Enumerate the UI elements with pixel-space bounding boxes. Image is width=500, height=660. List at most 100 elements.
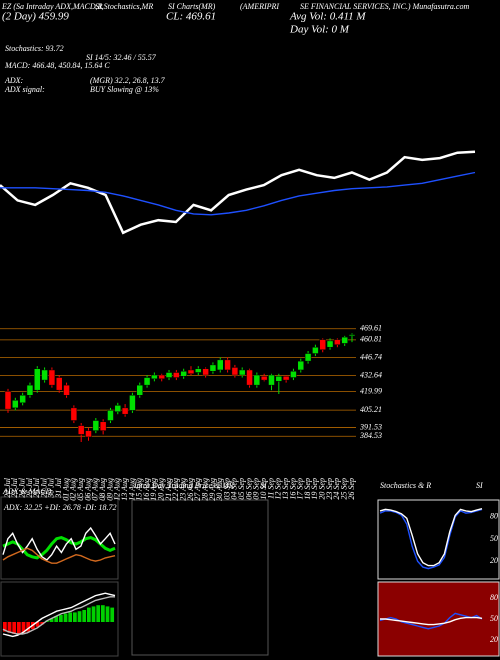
x-tick-label: 16 Sep	[288, 478, 297, 500]
candle-body	[260, 376, 268, 381]
y-tick-label: 405.21	[360, 405, 382, 414]
histogram-bar	[77, 611, 82, 622]
candle-body	[297, 360, 305, 371]
candle-body	[63, 384, 70, 396]
candle-body	[195, 368, 202, 373]
panel-title: ADX & MACD	[2, 487, 52, 496]
candle-body	[12, 400, 19, 409]
x-tick-label: 02 Aug	[69, 478, 78, 501]
y-tick-label: 419.99	[360, 386, 382, 395]
panel-frame	[377, 499, 500, 580]
x-tick-label: 19 Aug	[149, 478, 158, 501]
x-tick-label: 26 Sep	[347, 478, 356, 500]
candle-body	[136, 384, 143, 396]
x-tick-label: 12 Aug	[113, 478, 122, 501]
y-tick-label: 20	[490, 556, 498, 565]
candle-body	[275, 376, 283, 382]
y-tick-label: 446.74	[360, 352, 382, 361]
candle-body	[41, 369, 48, 381]
candle-body	[224, 359, 231, 371]
candle-body	[246, 369, 253, 386]
candle-body	[326, 340, 334, 348]
x-tick-label: 03 Sep	[222, 478, 231, 500]
histogram-bar	[82, 610, 87, 622]
x-tick-label: 05 Aug	[76, 478, 85, 501]
x-tick-label: 10 Sep	[259, 478, 268, 500]
x-tick-label: 07 Aug	[91, 478, 100, 501]
candle-body	[290, 370, 297, 378]
x-tick-label: 13 Aug	[120, 478, 129, 501]
candle-body	[85, 430, 92, 438]
x-tick-label: 18 Sep	[303, 478, 312, 500]
x-tick-label: 30 Aug	[215, 478, 224, 502]
x-tick-label: 27 Aug	[193, 478, 202, 501]
candle-body	[319, 339, 326, 350]
histogram-bar	[49, 618, 54, 622]
header-text: ADX:	[4, 76, 24, 85]
x-tick-label: 23 Aug	[178, 478, 187, 501]
candle-body	[129, 394, 136, 411]
x-tick-label: 12 Sep	[274, 478, 283, 500]
header-text: Avg Vol: 0.411 M	[289, 11, 366, 23]
header-text: EZ (Sa Intraday ADX,MACD,R	[1, 2, 103, 11]
header-text: Day Vol: 0 M	[289, 24, 350, 36]
x-tick-label: 11 Sep	[266, 478, 275, 499]
candle-body	[114, 405, 122, 412]
histogram-bar	[59, 614, 63, 622]
y-tick-label: 432.64	[360, 370, 382, 379]
candle-body	[99, 421, 107, 431]
x-tick-label: 04 Sep	[230, 478, 239, 500]
candle-body	[4, 391, 12, 410]
x-tick-label: 24 Jul	[17, 477, 26, 498]
panel-title: SI	[476, 481, 483, 490]
panel-frame	[0, 581, 119, 657]
x-tick-label: 06 Sep	[244, 478, 253, 500]
candle-body	[165, 372, 173, 378]
candle-body	[48, 369, 56, 386]
candle-body	[77, 425, 85, 435]
header-text: (2 Day) 459.99	[2, 11, 69, 23]
candle-body	[19, 394, 26, 404]
header-text: SI,Stochastics,MR	[95, 2, 153, 11]
x-tick-label: 31 Jul	[54, 477, 63, 499]
candle-body	[34, 368, 41, 391]
header-text: SI 14/5: 32.46 / 55.57	[86, 53, 157, 62]
series-line	[379, 508, 483, 567]
candle-body	[268, 374, 275, 386]
y-tick-label: 391.53	[359, 422, 382, 431]
candle-body	[143, 377, 151, 386]
header-text: SI Charts(MR)	[168, 2, 216, 11]
candle-body	[312, 346, 319, 354]
series-line	[0, 171, 476, 216]
candle-body	[26, 384, 34, 396]
candle-body	[282, 376, 290, 381]
panel-subtitle: ADX: 32.25 +DI: 26.78 -DI: 18.72	[3, 503, 117, 512]
panel-frame	[131, 499, 269, 656]
histogram-bar	[87, 607, 91, 622]
x-tick-label: 09 Sep	[252, 478, 261, 500]
histogram-bar	[68, 612, 73, 622]
candle-body	[70, 407, 78, 421]
panel-frame	[0, 496, 119, 580]
series-line	[379, 508, 483, 570]
series-line	[379, 612, 483, 630]
y-tick-label: 384.53	[359, 431, 382, 440]
series-line	[2, 547, 116, 564]
x-tick-label: 01 Aug	[61, 478, 70, 501]
x-tick-label: 20 Sep	[318, 478, 327, 500]
header-text: ADX signal:	[4, 85, 45, 94]
x-tick-label: 17 Sep	[296, 478, 305, 500]
histogram-bar	[110, 607, 115, 622]
x-tick-label: 08 Aug	[98, 478, 107, 501]
candle-body	[253, 374, 261, 386]
x-tick-label: 25 Sep	[340, 478, 349, 500]
candle-body	[334, 339, 341, 345]
y-tick-label: 460.81	[360, 335, 382, 344]
x-tick-label: 29 Jul	[39, 477, 48, 498]
histogram-bar	[26, 622, 31, 632]
candle-body	[231, 367, 239, 376]
candle-body	[107, 410, 114, 421]
candle-body	[180, 370, 187, 377]
histogram-bar	[21, 622, 26, 633]
